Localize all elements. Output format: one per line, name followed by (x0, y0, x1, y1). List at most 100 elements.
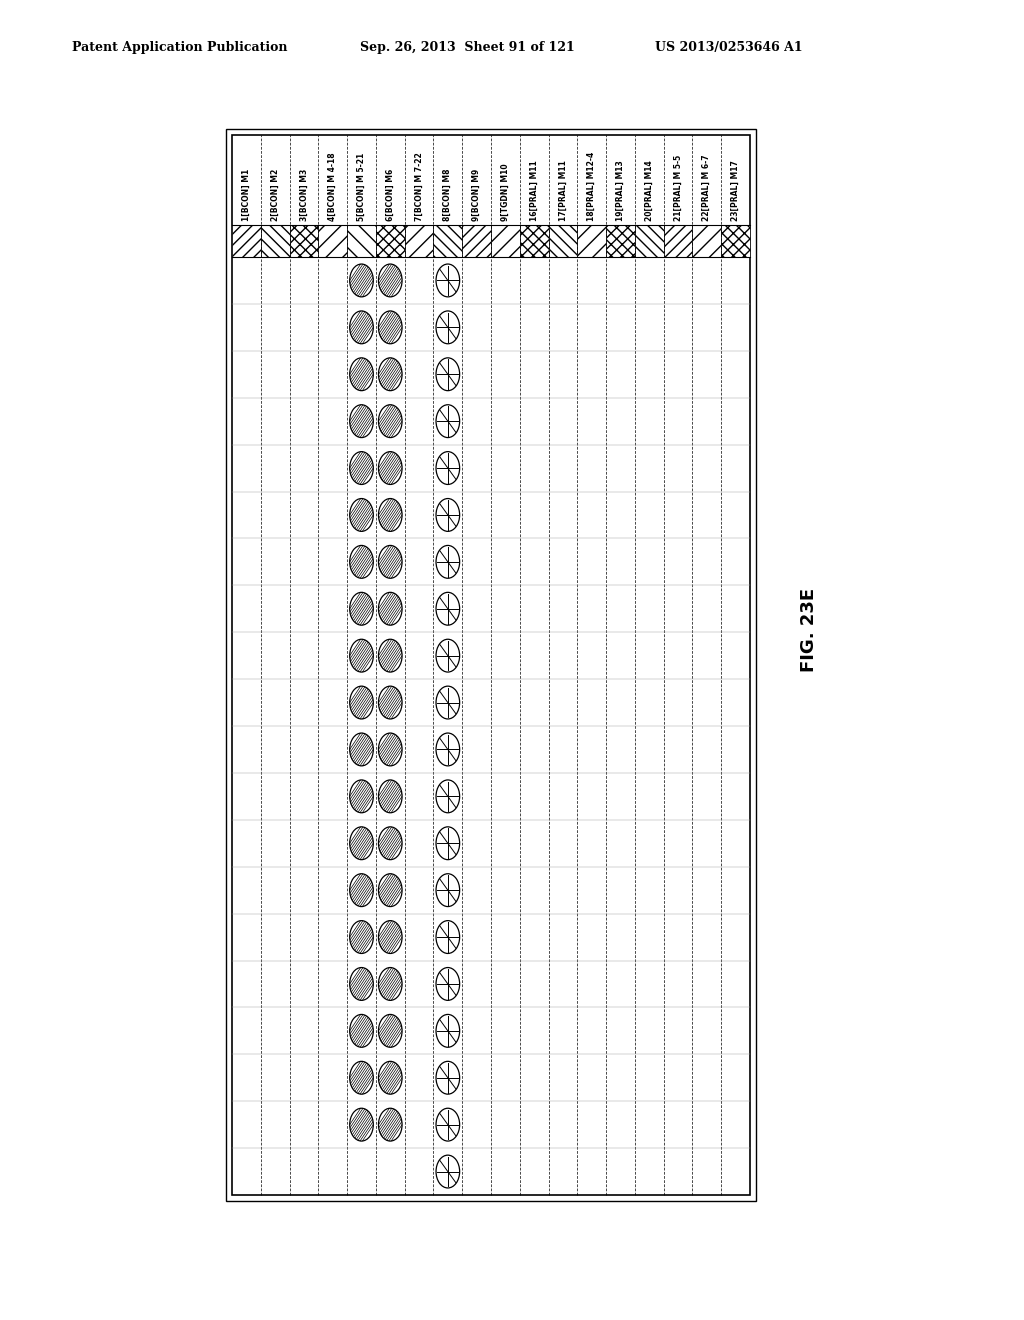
Ellipse shape (379, 358, 402, 391)
Text: Patent Application Publication: Patent Application Publication (72, 41, 288, 54)
Bar (232, 224, 261, 257)
Ellipse shape (350, 312, 374, 343)
Ellipse shape (350, 920, 374, 953)
Text: 7[BCON] M 7-22: 7[BCON] M 7-22 (415, 152, 424, 220)
Ellipse shape (436, 826, 460, 859)
Text: 19[PRAL] M13: 19[PRAL] M13 (616, 160, 625, 220)
Bar (347, 224, 376, 257)
Text: 3[BCON] M3: 3[BCON] M3 (299, 169, 308, 220)
Ellipse shape (379, 1015, 402, 1047)
Ellipse shape (379, 968, 402, 1001)
Bar (226, 129, 756, 1201)
Ellipse shape (350, 1109, 374, 1140)
Bar (433, 224, 462, 257)
Ellipse shape (379, 1061, 402, 1094)
Text: 9[TGDN] M10: 9[TGDN] M10 (501, 164, 510, 220)
Ellipse shape (436, 639, 460, 672)
Bar (376, 224, 404, 257)
Text: FIG. 23E: FIG. 23E (800, 587, 818, 672)
Bar (318, 224, 347, 257)
Text: 21[PRAL] M 5-5: 21[PRAL] M 5-5 (674, 154, 683, 220)
Ellipse shape (436, 733, 460, 766)
Ellipse shape (350, 451, 374, 484)
Ellipse shape (379, 780, 402, 813)
Ellipse shape (350, 545, 374, 578)
Ellipse shape (350, 733, 374, 766)
Ellipse shape (436, 1109, 460, 1140)
Ellipse shape (436, 1061, 460, 1094)
Ellipse shape (350, 686, 374, 719)
Bar (635, 224, 664, 257)
Ellipse shape (379, 264, 402, 297)
Ellipse shape (379, 686, 402, 719)
Ellipse shape (350, 264, 374, 297)
Text: US 2013/0253646 A1: US 2013/0253646 A1 (655, 41, 803, 54)
Ellipse shape (350, 358, 374, 391)
Bar (261, 224, 290, 257)
Text: Sep. 26, 2013  Sheet 91 of 121: Sep. 26, 2013 Sheet 91 of 121 (360, 41, 574, 54)
Bar (404, 224, 433, 257)
Ellipse shape (436, 874, 460, 907)
Ellipse shape (350, 499, 374, 532)
Ellipse shape (436, 780, 460, 813)
Ellipse shape (350, 1061, 374, 1094)
Ellipse shape (436, 1155, 460, 1188)
Text: 22[PRAL] M 6-7: 22[PRAL] M 6-7 (702, 154, 712, 220)
Ellipse shape (436, 968, 460, 1001)
Ellipse shape (436, 358, 460, 391)
Ellipse shape (436, 451, 460, 484)
Bar (578, 224, 606, 257)
Bar (664, 224, 692, 257)
Bar (232, 135, 750, 1195)
Ellipse shape (436, 545, 460, 578)
Text: 5[BCON] M 5-21: 5[BCON] M 5-21 (357, 153, 366, 220)
Ellipse shape (379, 639, 402, 672)
Ellipse shape (436, 593, 460, 626)
Ellipse shape (379, 733, 402, 766)
Ellipse shape (436, 686, 460, 719)
Bar (549, 224, 578, 257)
Text: 9[BCON] M9: 9[BCON] M9 (472, 169, 481, 220)
Ellipse shape (436, 405, 460, 437)
Ellipse shape (379, 499, 402, 532)
Ellipse shape (379, 826, 402, 859)
Text: 4[BCON] M 4-18: 4[BCON] M 4-18 (329, 152, 337, 220)
Text: 18[PRAL] M12-4: 18[PRAL] M12-4 (587, 152, 596, 220)
Ellipse shape (436, 264, 460, 297)
Ellipse shape (350, 780, 374, 813)
Ellipse shape (350, 826, 374, 859)
Ellipse shape (350, 1015, 374, 1047)
Bar (490, 224, 520, 257)
Ellipse shape (436, 312, 460, 343)
Ellipse shape (350, 968, 374, 1001)
Ellipse shape (379, 874, 402, 907)
Ellipse shape (350, 593, 374, 626)
Text: 2[BCON] M2: 2[BCON] M2 (270, 169, 280, 220)
Text: 17[PRAL] M11: 17[PRAL] M11 (558, 160, 567, 220)
Bar (606, 224, 635, 257)
Text: 8[BCON] M8: 8[BCON] M8 (443, 169, 453, 220)
Ellipse shape (379, 312, 402, 343)
Ellipse shape (436, 499, 460, 532)
Text: 6[BCON] M6: 6[BCON] M6 (386, 169, 395, 220)
Bar (721, 224, 750, 257)
Ellipse shape (379, 593, 402, 626)
Ellipse shape (379, 545, 402, 578)
Ellipse shape (350, 639, 374, 672)
Ellipse shape (379, 451, 402, 484)
Bar (520, 224, 549, 257)
Bar (290, 224, 318, 257)
Text: 16[PRAL] M11: 16[PRAL] M11 (529, 160, 539, 220)
Ellipse shape (436, 1015, 460, 1047)
Ellipse shape (350, 874, 374, 907)
Ellipse shape (436, 920, 460, 953)
Text: 20[PRAL] M14: 20[PRAL] M14 (645, 160, 653, 220)
Ellipse shape (379, 1109, 402, 1140)
Text: 1[BCON] M1: 1[BCON] M1 (242, 169, 251, 220)
Bar (462, 224, 490, 257)
Ellipse shape (379, 920, 402, 953)
Ellipse shape (350, 405, 374, 437)
Text: 23[PRAL] M17: 23[PRAL] M17 (731, 160, 740, 220)
Ellipse shape (379, 405, 402, 437)
Bar (692, 224, 721, 257)
